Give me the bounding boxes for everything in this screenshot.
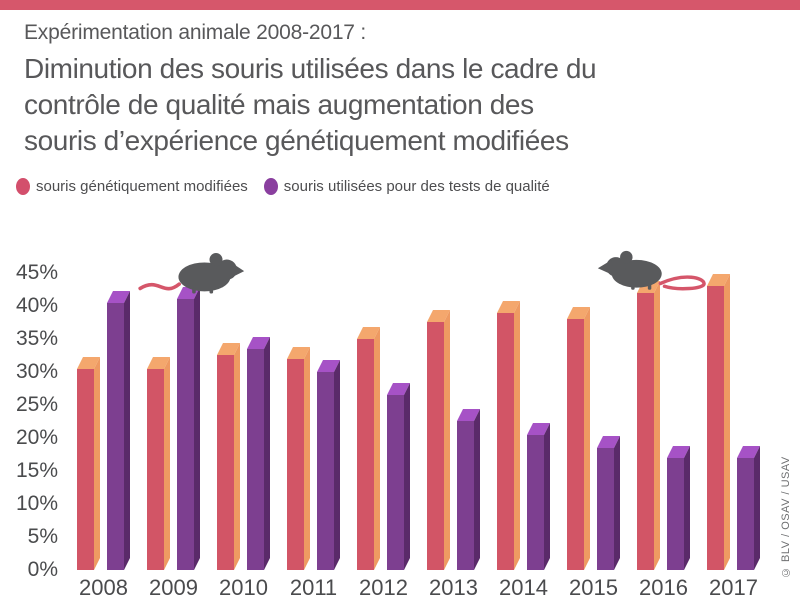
mouse-icon-right [597, 250, 706, 291]
bar-gm-2010 [217, 343, 240, 570]
x-axis-label-2013: 2013 [429, 575, 478, 600]
bar-front-face [567, 319, 584, 570]
bar-top-face [457, 409, 480, 421]
legend-item-qc: souris utilisées pour des tests de quali… [263, 178, 550, 195]
x-axis-label-2010: 2010 [219, 575, 268, 600]
legend-label-gm: souris génétiquement modifiées [36, 178, 248, 195]
bar-top-face [597, 436, 620, 448]
bar-top-face [77, 357, 100, 369]
bar-gm-2017 [707, 274, 730, 570]
y-axis-label-10: 10% [15, 492, 58, 515]
bar-gm-2012 [357, 327, 380, 570]
bar-front-face [387, 395, 404, 570]
bar-top-face [357, 327, 380, 339]
bar-front-face [357, 339, 374, 570]
bar-top-face [147, 357, 170, 369]
bar-front-face [77, 369, 94, 570]
copyright-credit: © BLV / OSAV / USAV [780, 456, 792, 578]
top-accent-strip [0, 0, 800, 10]
header: Expérimentation animale 2008-2017 : Dimi… [24, 21, 597, 159]
legend-item-gm: souris génétiquement modifiées [16, 178, 248, 195]
bar-front-face [707, 286, 724, 570]
bar-top-face [317, 360, 340, 372]
mouse-tail [138, 282, 181, 291]
bar-gm-2013 [427, 310, 450, 570]
title-line-1: Diminution des souris utilisées dans le … [24, 53, 597, 84]
y-axis-label-35: 35% [15, 327, 58, 350]
y-axis-label-40: 40% [15, 294, 58, 317]
bar-qc-2013 [457, 409, 480, 570]
bar-qc-2009 [177, 287, 200, 570]
bar-qc-2016 [667, 446, 690, 570]
chart-title: Diminution des souris utilisées dans le … [24, 51, 597, 159]
title-line-3: souris d’expérience génétiquement modifi… [24, 125, 569, 156]
bar-top-face [387, 383, 410, 395]
x-axis-label-2016: 2016 [639, 575, 688, 600]
y-axis-label-25: 25% [15, 393, 58, 416]
bar-qc-2008 [107, 291, 130, 570]
bar-front-face [107, 303, 124, 570]
bar-top-face [427, 310, 450, 322]
bar-top-face [497, 301, 520, 313]
chart-subtitle: Expérimentation animale 2008-2017 : [24, 21, 367, 44]
bar-front-face [287, 359, 304, 570]
bar-front-face [177, 299, 194, 570]
bar-top-face [527, 423, 550, 435]
chart-legend: souris génétiquement modifiées souris ut… [16, 178, 550, 195]
bar-qc-2011 [317, 360, 340, 570]
bar-front-face [667, 458, 684, 570]
bar-front-face [737, 458, 754, 570]
bar-gm-2011 [287, 347, 310, 570]
bar-top-face [667, 446, 690, 458]
bar-gm-2008 [77, 357, 100, 570]
bar-top-face [737, 446, 760, 458]
bar-top-face [567, 307, 590, 319]
y-axis-label-5: 5% [27, 525, 58, 548]
bar-gm-2016 [637, 281, 660, 570]
bar-front-face [527, 435, 544, 570]
bar-gm-2015 [567, 307, 590, 570]
y-axis-label-0: 0% [27, 558, 58, 581]
legend-dot-qc-icon [263, 178, 278, 195]
x-axis-label-2017: 2017 [709, 575, 758, 600]
bar-front-face [317, 372, 334, 570]
bar-top-face [217, 343, 240, 355]
bar-top-face [707, 274, 730, 286]
legend-label-qc: souris utilisées pour des tests de quali… [283, 178, 550, 195]
bar-front-face [457, 421, 474, 570]
bar-front-face [147, 369, 164, 570]
x-axis-label-2009: 2009 [149, 575, 198, 600]
bar-qc-2010 [247, 337, 270, 570]
bar-front-face [427, 322, 444, 570]
mouse-icon-left [138, 253, 245, 294]
mouse-tail [658, 275, 706, 291]
y-axis-label-15: 15% [15, 459, 58, 482]
y-axis-label-45: 45% [15, 261, 58, 284]
x-axis-label-2011: 2011 [289, 575, 338, 600]
legend-dot-gm-icon [16, 178, 30, 195]
bar-top-face [107, 291, 130, 303]
y-axis-label-30: 30% [15, 360, 58, 383]
x-axis-label-2014: 2014 [499, 575, 548, 600]
bar-gm-2009 [147, 357, 170, 570]
bar-top-face [287, 347, 310, 359]
bar-qc-2017 [737, 446, 760, 570]
bar-gm-2014 [497, 301, 520, 570]
bar-qc-2014 [527, 423, 550, 570]
x-axis-label-2008: 2008 [79, 575, 128, 600]
x-axis-label-2015: 2015 [569, 575, 618, 600]
x-axis-label-2012: 2012 [359, 575, 408, 600]
bar-front-face [637, 293, 654, 570]
bar-qc-2015 [597, 436, 620, 570]
bar-qc-2012 [387, 383, 410, 570]
bar-top-face [247, 337, 270, 349]
bar-front-face [497, 313, 514, 570]
bar-front-face [247, 349, 264, 570]
y-axis-label-20: 20% [15, 426, 58, 449]
bar-front-face [597, 448, 614, 570]
bar-front-face [217, 355, 234, 570]
title-line-2: contrôle de qualité mais augmentation de… [24, 89, 534, 120]
